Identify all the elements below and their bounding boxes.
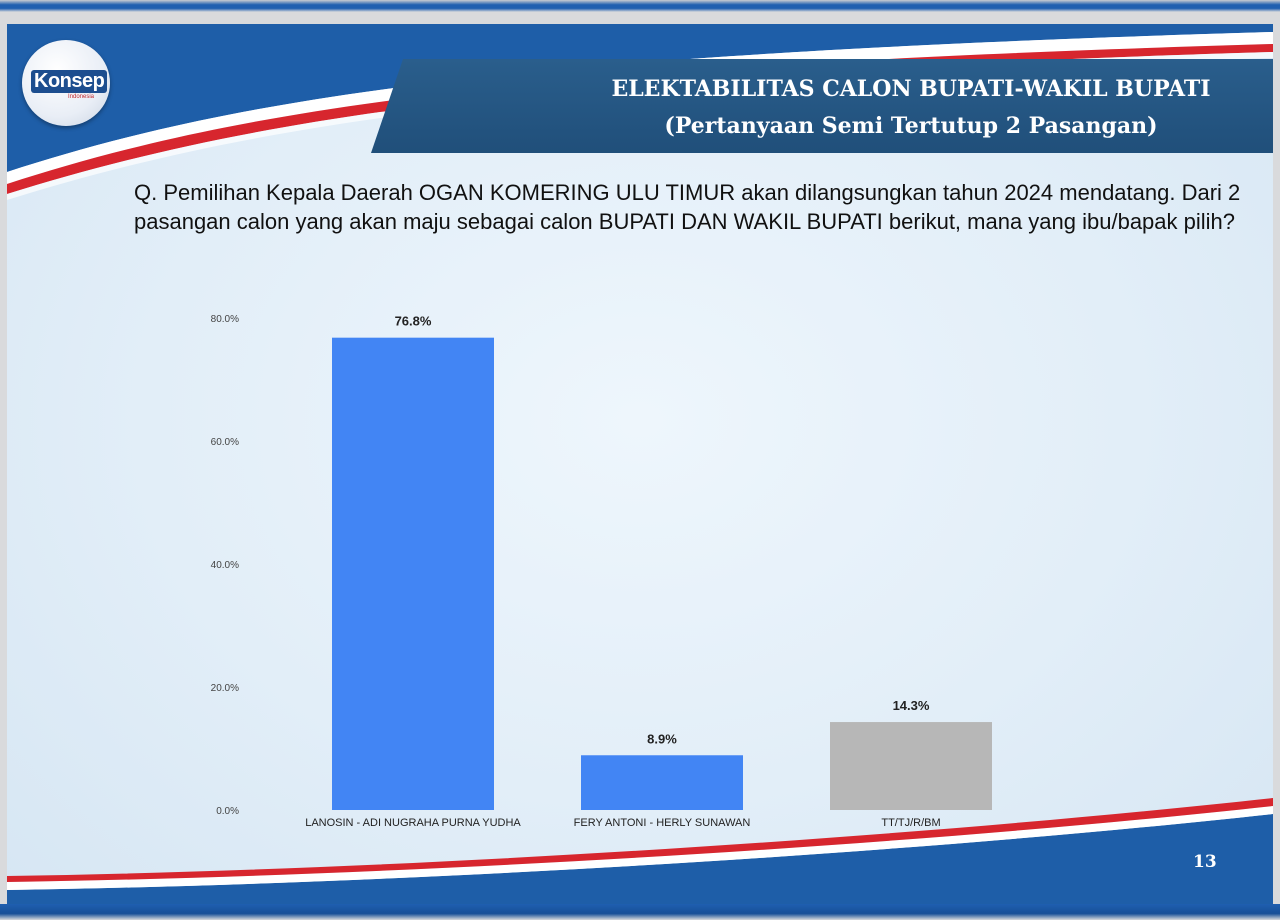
bar-2 <box>581 755 743 810</box>
y-tick-label: 80.0% <box>211 314 239 325</box>
bar-1 <box>332 337 494 810</box>
x-category-label: FERY ANTONI - HERLY SUNAWAN <box>574 817 751 829</box>
page-number: 13 <box>1193 852 1217 872</box>
konsep-logo: Konsep Indonesia <box>22 40 110 126</box>
x-category-label: LANOSIN - ADI NUGRAHA PURNA YUDHA <box>305 817 521 829</box>
bar-chart: 0.0% 20.0% 40.0% 60.0% 80.0% 76.8% LANOSIN - A… <box>211 314 992 829</box>
slide-title: ELEKTABILITAS CALON BUPATI-WAKIL BUPATI <box>611 76 1211 102</box>
bar-3 <box>830 722 992 810</box>
y-tick-label: 20.0% <box>211 683 239 694</box>
y-tick-label: 60.0% <box>211 437 239 448</box>
top-border-band <box>0 0 1280 12</box>
data-label: 8.9% <box>647 731 677 746</box>
logo-wordmark: Konsep <box>31 70 108 93</box>
x-category-label: TT/TJ/R/BM <box>881 817 940 829</box>
survey-question: Q. Pemilihan Kepala Daerah OGAN KOMERING… <box>134 180 1241 234</box>
data-label: 76.8% <box>395 314 432 329</box>
data-label: 14.3% <box>893 698 930 713</box>
title-banner: ELEKTABILITAS CALON BUPATI-WAKIL BUPATI … <box>371 59 1273 153</box>
decorative-swoosh <box>7 24 1273 904</box>
bottom-border-band <box>0 904 1280 920</box>
logo-subtext: Indonesia <box>68 94 95 100</box>
slide: Konsep Indonesia ELEKTABILITAS CALON BUP… <box>7 24 1273 904</box>
y-tick-label: 40.0% <box>211 560 239 571</box>
y-tick-label: 0.0% <box>216 806 239 817</box>
slide-subtitle: (Pertanyaan Semi Tertutup 2 Pasangan) <box>664 113 1158 139</box>
